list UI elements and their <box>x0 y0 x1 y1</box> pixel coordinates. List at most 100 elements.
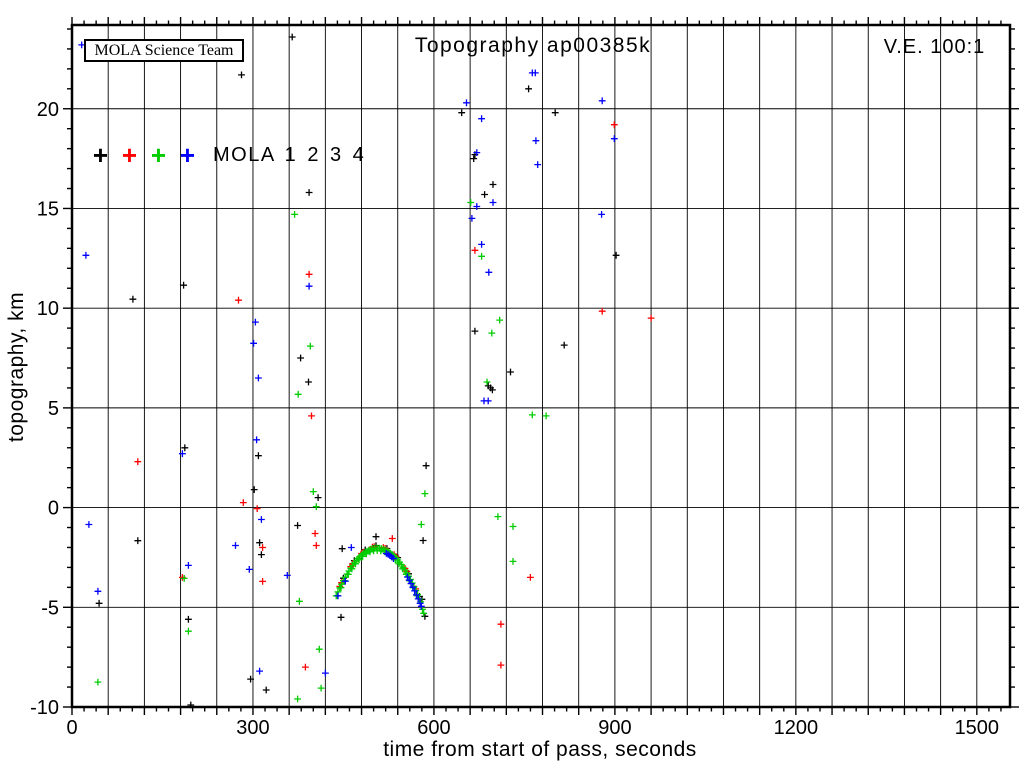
data-point <box>390 555 397 562</box>
data-point <box>181 444 189 452</box>
data-point <box>235 296 242 304</box>
data-point <box>489 386 496 394</box>
data-point <box>419 537 427 544</box>
data-point <box>297 354 304 362</box>
y-tick-label: 10 <box>37 298 59 320</box>
y-tick-label: 5 <box>48 398 59 420</box>
data-point <box>485 268 493 276</box>
data-point <box>94 587 102 595</box>
legend-marker-mola-1: + <box>92 140 109 170</box>
data-point <box>256 539 263 547</box>
x-tick-label: 300 <box>236 717 269 739</box>
data-point <box>489 181 497 188</box>
data-point <box>422 462 430 470</box>
y-axis-title: topography, km <box>5 291 28 443</box>
data-point <box>409 583 417 591</box>
data-point <box>185 615 192 623</box>
data-point <box>399 565 406 573</box>
data-point <box>531 69 539 77</box>
data-point <box>467 199 475 206</box>
data-point <box>317 684 325 692</box>
plot-frame <box>70 23 1012 709</box>
data-point <box>288 33 296 41</box>
data-point <box>253 436 260 444</box>
data-point <box>473 149 481 156</box>
data-point <box>647 314 655 322</box>
data-point <box>85 521 93 528</box>
data-point <box>294 522 301 529</box>
data-point <box>252 318 259 326</box>
x-tick-label: 900 <box>598 717 631 739</box>
x-tick-label: 1500 <box>955 717 1000 739</box>
data-point <box>262 686 270 694</box>
chart-title: Topography ap00385k <box>414 34 652 57</box>
x-axis-title: time from start of pass, seconds <box>383 738 697 761</box>
data-point <box>347 544 355 551</box>
science-team-label: MOLA Science Team <box>94 42 234 59</box>
tick-labels: 0 300 600 900 1200 1500 -10 -5 0 5 10 15 20 <box>30 99 999 739</box>
data-point <box>312 542 320 549</box>
data-point <box>372 533 380 541</box>
data-point <box>305 378 312 386</box>
data-point <box>610 135 618 143</box>
data-point <box>388 535 396 542</box>
data-point <box>283 572 291 579</box>
data-point <box>471 327 479 335</box>
data-point <box>258 516 265 523</box>
data-point <box>185 562 192 569</box>
data-point <box>294 695 301 703</box>
data-point <box>359 553 367 560</box>
data-point <box>468 215 476 222</box>
x-tick-label: 0 <box>66 717 77 739</box>
data-point <box>377 547 385 555</box>
data-point <box>413 591 420 599</box>
series-mola-4-points <box>78 41 618 677</box>
data-point <box>419 605 426 613</box>
data-point <box>134 537 142 545</box>
data-point <box>302 663 309 671</box>
data-point <box>363 550 370 558</box>
data-point <box>180 575 188 582</box>
data-point <box>245 566 253 573</box>
data-point <box>308 412 315 420</box>
y-tick-label: -10 <box>30 697 59 719</box>
data-point <box>250 339 257 347</box>
data-point <box>551 109 559 117</box>
data-point <box>94 678 102 686</box>
data-point <box>463 99 470 107</box>
data-point <box>497 661 505 669</box>
vertical-exaggeration-label: V.E. 100:1 <box>883 36 986 58</box>
data-point <box>341 577 349 585</box>
data-point <box>527 574 534 581</box>
data-point <box>483 378 491 386</box>
data-point <box>478 252 485 260</box>
data-point <box>253 505 261 512</box>
data-point <box>337 613 345 621</box>
data-point <box>344 571 352 578</box>
data-point <box>407 580 415 587</box>
legend: + + + + MOLA 1 2 3 4 <box>86 142 365 169</box>
legend-marker-mola-2: + <box>121 140 138 170</box>
data-point <box>610 121 618 129</box>
data-point <box>179 450 186 458</box>
series-mola-3-points <box>94 199 550 703</box>
data-point <box>494 513 502 520</box>
data-point <box>355 556 363 564</box>
data-point <box>421 612 429 620</box>
data-point <box>417 602 425 610</box>
data-point <box>309 488 317 495</box>
data-point <box>306 342 314 350</box>
data-point <box>471 246 479 254</box>
legend-label: MOLA 1 2 3 4 <box>213 144 366 166</box>
data-point <box>134 458 142 466</box>
data-point <box>560 341 568 349</box>
data-point <box>334 592 342 600</box>
data-point <box>507 368 514 376</box>
data-point <box>314 494 322 501</box>
data-point <box>305 282 313 290</box>
data-point <box>489 199 497 206</box>
data-point <box>338 545 346 553</box>
data-point <box>255 374 262 382</box>
